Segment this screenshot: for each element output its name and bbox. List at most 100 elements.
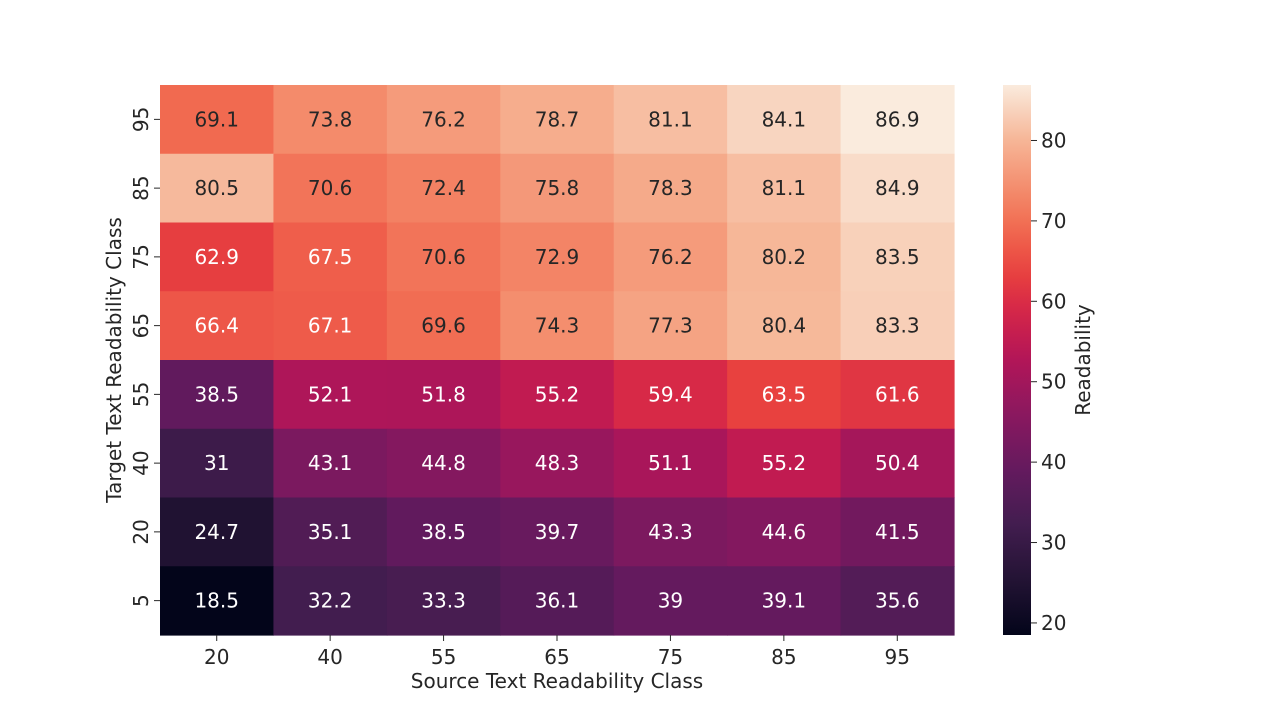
- cell-value-label: 33.3: [421, 589, 466, 613]
- cell-value-label: 43.3: [648, 520, 693, 544]
- cell-value-label: 84.1: [762, 107, 807, 131]
- heatmap-cell: [386, 428, 501, 499]
- cell-value-label: 67.5: [308, 245, 353, 269]
- heatmap-cell: [386, 291, 501, 361]
- cell-value-label: 70.6: [308, 176, 353, 200]
- cell-value-label: 80.2: [762, 245, 807, 269]
- heatmap-cell: [613, 291, 728, 361]
- cell-value-label: 41.5: [875, 520, 920, 544]
- cell-value-label: 59.4: [648, 382, 693, 406]
- x-tick-label: 75: [658, 645, 683, 669]
- cell-value-label: 78.7: [535, 107, 580, 131]
- cell-value-label: 63.5: [762, 382, 807, 406]
- heatmap-cell: [500, 566, 615, 636]
- heatmap-cell: [500, 497, 615, 567]
- cell-value-label: 35.1: [308, 520, 353, 544]
- y-tick-label: 65: [129, 313, 153, 338]
- heatmap-cell: [386, 360, 501, 430]
- cell-value-label: 51.1: [648, 451, 693, 475]
- heatmap-cell: [160, 566, 275, 636]
- y-tick-label: 95: [129, 107, 153, 132]
- heatmap-cell: [500, 428, 615, 499]
- cell-value-label: 44.8: [421, 451, 466, 475]
- colorbar-tick-label: 30: [1041, 531, 1066, 555]
- colorbar-tick-label: 70: [1041, 209, 1066, 233]
- heatmap-cell: [160, 85, 275, 155]
- cell-value-label: 48.3: [535, 451, 580, 475]
- x-tick-label: 40: [317, 645, 342, 669]
- cell-value-label: 86.9: [875, 107, 920, 131]
- x-axis-ticks: 20 40 55 65 75 85 95: [204, 635, 910, 669]
- heatmap-cell: [160, 153, 275, 224]
- heatmap-cell: [613, 360, 728, 430]
- x-tick-label: 20: [204, 645, 229, 669]
- heatmap-cell: [613, 153, 728, 224]
- y-tick-label: 55: [129, 382, 153, 407]
- heatmap-cell: [500, 85, 615, 155]
- colorbar-label: Readability: [1071, 304, 1095, 416]
- heatmap-cell: [386, 85, 501, 155]
- cell-value-label: 72.4: [421, 176, 466, 200]
- heatmap-cell: [500, 222, 615, 292]
- heatmap-cell: [840, 222, 955, 292]
- cell-value-label: 61.6: [875, 382, 920, 406]
- cell-value-label: 62.9: [194, 245, 239, 269]
- cell-value-label: 83.3: [875, 314, 920, 338]
- heatmap-cell: [273, 153, 388, 224]
- cell-value-label: 75.8: [535, 176, 580, 200]
- heatmap-cell: [273, 291, 388, 361]
- heatmap-cell: [727, 566, 842, 636]
- heatmap-cell: [840, 497, 955, 567]
- cell-labels: 69.1 73.8 76.2 78.7 81.1 84.1 86.9 80.5 70.6 72.4…: [194, 107, 919, 612]
- cell-value-label: 39.1: [762, 589, 807, 613]
- heatmap-cell: [160, 291, 275, 361]
- x-tick-label: 85: [771, 645, 796, 669]
- heatmap-cell: [840, 360, 955, 430]
- cell-value-label: 76.2: [421, 107, 466, 131]
- cell-value-label: 24.7: [194, 520, 239, 544]
- heatmap-cells: [160, 85, 955, 636]
- cell-value-label: 67.1: [308, 314, 353, 338]
- heatmap-cell: [727, 428, 842, 499]
- heatmap-cell: [840, 428, 955, 499]
- cell-value-label: 39.7: [535, 520, 580, 544]
- heatmap-cell: [840, 85, 955, 155]
- cell-value-label: 84.9: [875, 176, 920, 200]
- cell-value-label: 80.5: [194, 176, 239, 200]
- heatmap-cell: [500, 291, 615, 361]
- cell-value-label: 69.6: [421, 314, 466, 338]
- heatmap-cell: [386, 153, 501, 224]
- cell-value-label: 32.2: [308, 589, 353, 613]
- y-tick-label: 85: [129, 175, 153, 200]
- cell-value-label: 70.6: [421, 245, 466, 269]
- cell-value-label: 83.5: [875, 245, 920, 269]
- heatmap-cell: [727, 497, 842, 567]
- heatmap-cell: [727, 153, 842, 224]
- cell-value-label: 72.9: [535, 245, 580, 269]
- heatmap-cell: [613, 497, 728, 567]
- y-tick-label: 75: [129, 244, 153, 269]
- cell-value-label: 38.5: [421, 520, 466, 544]
- colorbar-ticks: 20 30 40 50 60 70 80: [1031, 128, 1066, 635]
- heatmap-cell: [613, 428, 728, 499]
- heatmap-cell: [840, 566, 955, 636]
- heatmap-cell: [613, 85, 728, 155]
- heatmap-cell: [160, 428, 275, 499]
- x-tick-label: 65: [544, 645, 569, 669]
- cell-value-label: 81.1: [762, 176, 807, 200]
- y-axis-ticks: 95 85 75 65 55 40 20 5: [129, 107, 160, 607]
- colorbar-tick-label: 80: [1041, 128, 1066, 152]
- heatmap-cell: [273, 360, 388, 430]
- y-tick-label: 20: [129, 519, 153, 544]
- heatmap-cell: [500, 360, 615, 430]
- heatmap-cell: [613, 566, 728, 636]
- heatmap-cell: [160, 360, 275, 430]
- cell-value-label: 66.4: [194, 314, 239, 338]
- heatmap-cell: [386, 566, 501, 636]
- heatmap-cell: [727, 291, 842, 361]
- heatmap-cell: [840, 153, 955, 224]
- cell-value-label: 80.4: [762, 314, 807, 338]
- cell-value-label: 81.1: [648, 107, 693, 131]
- cell-value-label: 35.6: [875, 589, 920, 613]
